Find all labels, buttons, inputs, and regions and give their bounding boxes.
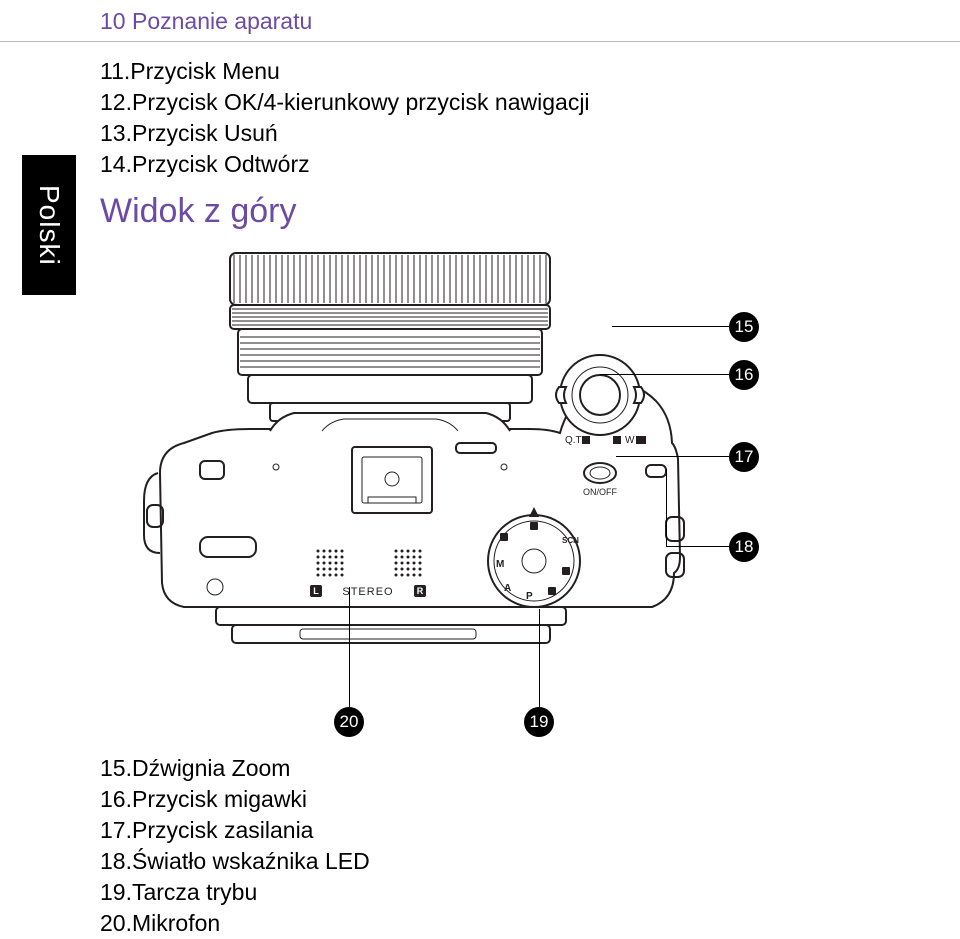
stereo-mid-label: STEREO [342,586,393,598]
svg-text:A: A [504,583,511,594]
power-button: ON/OFF [583,463,617,497]
bottom-numbered-list: 15.Dźwignia Zoom 16.Przycisk migawki 17.… [100,753,960,939]
list-item: 12.Przycisk OK/4-kierunkowy przycisk naw… [100,87,960,118]
list-item: 15.Dźwignia Zoom [100,753,960,784]
list-item: 17.Przycisk zasilania [100,815,960,846]
callout-16: 16 [729,360,759,390]
list-item: 19.Tarcza trybu [100,877,960,908]
language-tab: Polski [22,155,76,295]
zoom-qt-label: Q.T [565,435,582,446]
section-title: Widok z góry [100,192,960,231]
page-header: 10 Poznanie aparatu [0,0,960,42]
list-item: 16.Przycisk migawki [100,784,960,815]
header-text: 10 Poznanie aparatu [100,8,312,34]
list-item: 14.Przycisk Odtwórz [100,149,960,180]
list-item: 20.Mikrofon [100,908,960,939]
callout-17: 17 [729,442,759,472]
svg-text:P: P [526,591,533,602]
camera-svg: STEREO L R Q.T W [100,247,800,717]
top-numbered-list: 11.Przycisk Menu 12.Przycisk OK/4-kierun… [100,56,960,180]
language-tab-text: Polski [33,185,65,266]
callout-20: 20 [334,707,364,737]
stereo-r-label: R [417,586,424,596]
callout-18: 18 [729,532,759,562]
list-item: 11.Przycisk Menu [100,56,960,87]
onoff-label: ON/OFF [583,487,617,497]
mode-scn-label: SCN [562,536,579,545]
stereo-l-label: L [313,586,319,596]
list-item: 18.Światło wskaźnika LED [100,846,960,877]
list-item: 13.Przycisk Usuń [100,118,960,149]
svg-text:M: M [496,559,504,570]
zoom-w-label: W [625,435,635,446]
camera-top-view-diagram: STEREO L R Q.T W [100,247,800,747]
callout-19: 19 [524,707,554,737]
callout-15: 15 [729,312,759,342]
